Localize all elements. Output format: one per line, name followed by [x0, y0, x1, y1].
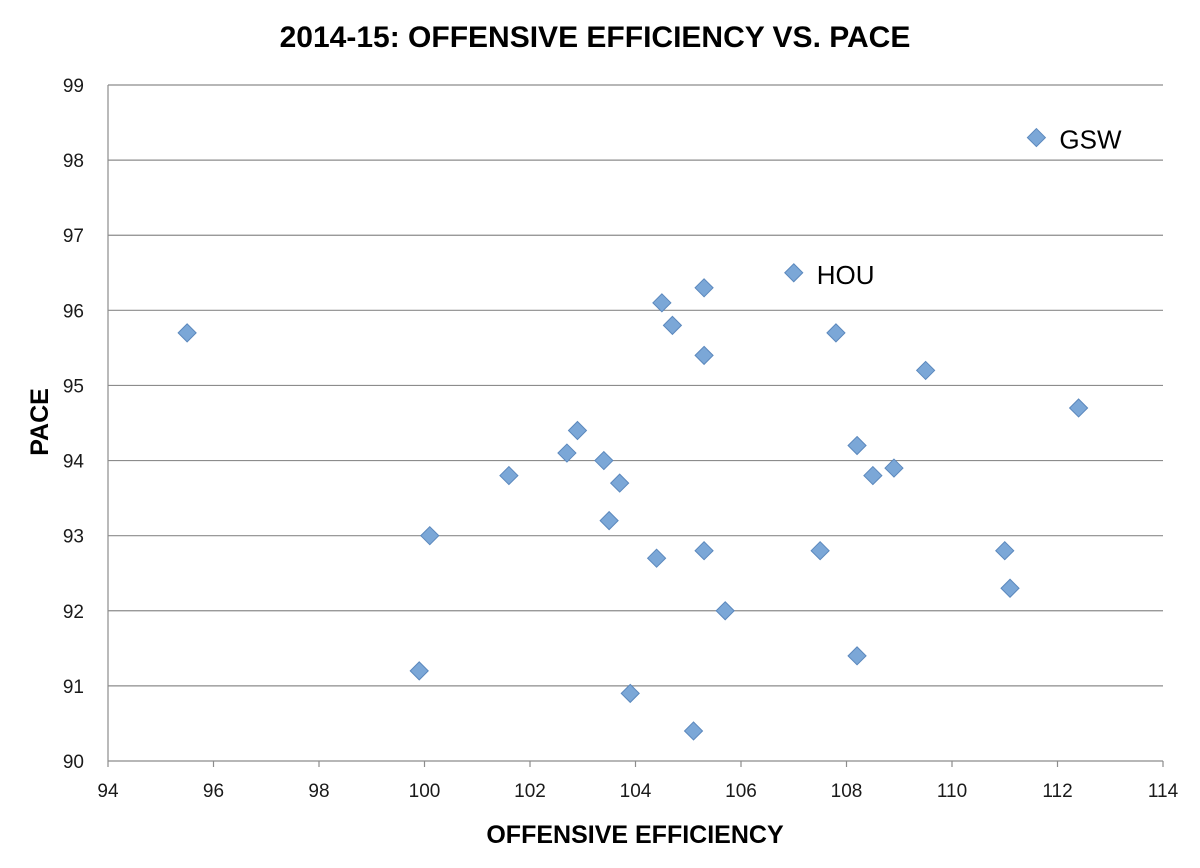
data-point-marker [409, 661, 429, 681]
data-point-marker [1068, 398, 1089, 418]
x-tick-label: 96 [203, 781, 224, 802]
x-tick-label: 102 [514, 781, 546, 802]
x-tick-labels: 94 96 98 100 102 104 106 108 110 112 114 [97, 781, 1178, 802]
x-tick-label: 110 [937, 781, 967, 802]
gridlines [108, 84, 1163, 687]
x-tick-label: 104 [620, 781, 652, 802]
y-tick-label: 91 [63, 677, 84, 698]
data-points [177, 127, 1089, 741]
data-point-marker [609, 473, 630, 493]
data-point-marker [810, 540, 830, 561]
data-point-marker [715, 601, 735, 621]
data-point-marker [694, 540, 714, 561]
data-point-marker [784, 263, 804, 283]
y-tick-label: 92 [63, 602, 84, 623]
data-point-marker [567, 420, 588, 441]
axes [107, 85, 1164, 767]
data-point-marker [594, 450, 614, 471]
x-tick-label: 106 [725, 781, 757, 802]
point-annotations: HOU GSW [817, 125, 1122, 290]
data-point-marker [1026, 127, 1047, 148]
y-tick-label: 90 [63, 752, 84, 773]
y-tick-label: 96 [63, 301, 84, 322]
x-tick-label: 114 [1148, 781, 1179, 802]
y-tick-label: 93 [63, 527, 84, 548]
y-tick-label: 94 [63, 452, 85, 473]
y-axis-title: PACE [26, 388, 54, 456]
data-point-marker [995, 540, 1015, 561]
x-tick-label: 112 [1042, 781, 1072, 802]
y-tick-label: 97 [63, 226, 84, 247]
data-point-marker [177, 323, 197, 343]
point-label-gsw: GSW [1059, 125, 1122, 155]
x-tick-label: 94 [97, 781, 119, 802]
data-point-marker [694, 278, 714, 298]
data-point-marker [599, 510, 619, 531]
data-point-marker [847, 435, 867, 456]
x-tick-label: 98 [308, 781, 329, 802]
data-point-marker [683, 721, 704, 741]
data-point-marker [863, 465, 883, 486]
data-point-marker [499, 465, 519, 486]
x-axis-title: OFFENSIVE EFFICIENCY [486, 821, 784, 849]
data-point-marker [826, 323, 846, 343]
data-point-marker [915, 360, 936, 381]
data-point-marker [884, 458, 904, 478]
y-tick-labels: 90 91 92 93 94 95 96 97 98 99 [63, 76, 85, 773]
data-point-marker [662, 315, 683, 336]
x-tick-label: 108 [831, 781, 863, 802]
data-point-marker [847, 646, 867, 666]
chart-title: 2014-15: OFFENSIVE EFFICIENCY VS. PACE [280, 21, 911, 54]
x-tick-label: 100 [409, 781, 441, 802]
data-point-marker [557, 443, 577, 463]
data-point-marker [652, 293, 672, 313]
y-tick-label: 95 [63, 376, 84, 397]
point-label-hou: HOU [817, 260, 875, 290]
data-point-marker [1000, 578, 1020, 598]
data-point-marker [694, 345, 714, 366]
data-point-marker [420, 525, 440, 546]
y-tick-label: 98 [63, 151, 84, 172]
y-tick-label: 99 [63, 76, 84, 97]
data-point-marker [620, 683, 640, 704]
data-point-marker [646, 548, 667, 568]
